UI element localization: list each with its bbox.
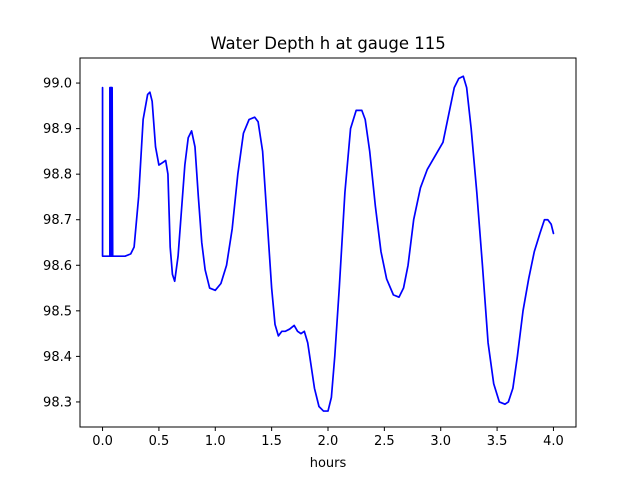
- plot-frame: [79, 57, 577, 428]
- x-tick-label: 2.5: [374, 434, 395, 449]
- y-tick-label: 98.4: [43, 350, 72, 365]
- x-axis-label: hours: [310, 456, 347, 471]
- axis-ticks: 0.0 0.5 1.0 1.5 2.0 2.5 3.0 3.5 4.0 98.3 98.4 98.5 9…: [43, 77, 564, 449]
- y-tick-label: 98.5: [43, 304, 72, 319]
- x-tick-label: 2.0: [318, 434, 339, 449]
- y-tick-label: 99.0: [43, 77, 72, 92]
- chart-title: Water Depth h at gauge 115: [210, 34, 445, 53]
- x-tick-label: 3.0: [430, 434, 451, 449]
- x-tick-label: 0.0: [92, 434, 113, 449]
- x-tick-label: 4.0: [543, 434, 564, 449]
- y-tick-label: 98.7: [43, 213, 72, 228]
- y-tick-label: 98.8: [43, 168, 72, 183]
- x-tick-label: 1.5: [261, 434, 282, 449]
- y-tick-label: 98.3: [43, 395, 72, 410]
- x-tick-label: 0.5: [149, 434, 170, 449]
- series-line: [101, 75, 555, 412]
- y-tick-label: 98.6: [43, 259, 72, 274]
- x-tick-label: 1.0: [205, 434, 226, 449]
- y-tick-label: 98.9: [43, 122, 72, 137]
- x-tick-label: 3.5: [487, 434, 508, 449]
- plot-area: [101, 75, 555, 412]
